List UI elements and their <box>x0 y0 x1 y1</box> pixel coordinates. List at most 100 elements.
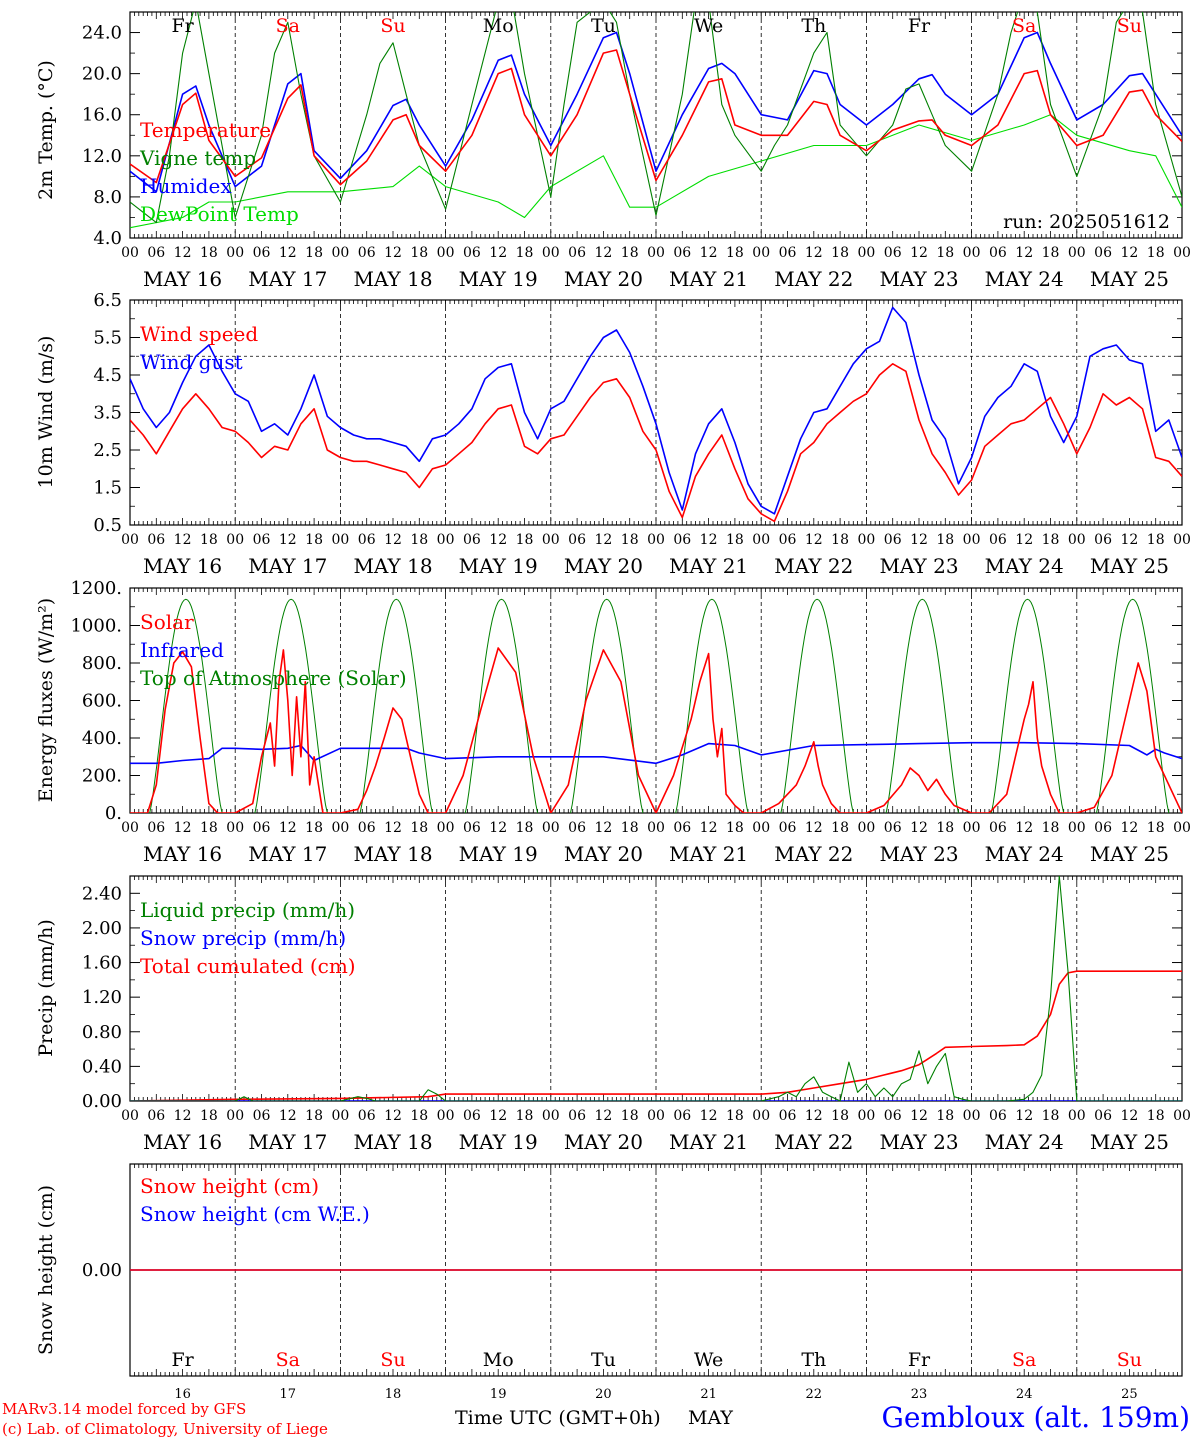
hour-label: 00 <box>1173 820 1191 836</box>
hour-label: 00 <box>647 532 665 548</box>
hour-label: 18 <box>200 1108 218 1124</box>
hour-label: 12 <box>489 1108 507 1124</box>
day-label: MAY 21 <box>669 554 748 578</box>
series-line-temperature <box>130 49 1182 186</box>
hour-ticks <box>129 12 1183 238</box>
hour-label: 00 <box>857 820 875 836</box>
series-group <box>130 306 1182 523</box>
series-line-top-of-atmosphere-solar- <box>1096 598 1170 813</box>
y-tick-label: 400. <box>82 728 122 749</box>
day-label: MAY 22 <box>774 1130 853 1154</box>
hour-label: 12 <box>174 820 192 836</box>
hour-label: 12 <box>384 1108 402 1124</box>
day-label: MAY 16 <box>143 267 222 291</box>
hour-label: 12 <box>279 532 297 548</box>
hour-label: 18 <box>831 820 849 836</box>
y-tick-label: 0.40 <box>82 1056 122 1077</box>
day-label: MAY 24 <box>985 842 1064 866</box>
day-label: MAY 24 <box>985 554 1064 578</box>
hour-label: 18 <box>1147 245 1165 261</box>
hour-label: 00 <box>226 245 244 261</box>
hour-label: 06 <box>568 1108 586 1124</box>
hour-label: 12 <box>384 820 402 836</box>
y-tick-label: 2.5 <box>93 440 122 461</box>
hour-label: 00 <box>542 245 560 261</box>
day-label: MAY 22 <box>774 842 853 866</box>
series-line-top-of-atmosphere-solar- <box>254 598 328 813</box>
hour-label: 06 <box>989 532 1007 548</box>
y-tick-label: 800. <box>82 653 122 674</box>
hour-label: 12 <box>1015 245 1033 261</box>
weekday-label: Sa <box>1012 15 1036 37</box>
series-line-top-of-atmosphere-solar- <box>780 598 854 813</box>
hour-label: 06 <box>463 820 481 836</box>
day-label: MAY 23 <box>879 267 958 291</box>
day-number-label: 24 <box>1016 1387 1033 1402</box>
series-line-top-of-atmosphere-solar- <box>359 598 433 813</box>
hour-label: 00 <box>647 820 665 836</box>
hour-label: 06 <box>884 532 902 548</box>
hour-label: 06 <box>147 1108 165 1124</box>
hour-label: 18 <box>726 820 744 836</box>
hour-label: 18 <box>1147 1108 1165 1124</box>
hour-label: 06 <box>463 532 481 548</box>
y-tick-label: 20.0 <box>82 64 122 85</box>
hour-ticks <box>129 588 1183 813</box>
day-label: MAY 25 <box>1090 267 1169 291</box>
day-label: MAY 25 <box>1090 554 1169 578</box>
hour-label: 12 <box>805 532 823 548</box>
day-label: MAY 21 <box>669 267 748 291</box>
hour-label: 12 <box>489 820 507 836</box>
hour-label: 18 <box>936 245 954 261</box>
day-label: MAY 19 <box>459 842 538 866</box>
hour-label: 06 <box>568 532 586 548</box>
hour-label: 06 <box>779 1108 797 1124</box>
weekday-label: Su <box>1117 15 1142 37</box>
day-number-label: 25 <box>1121 1387 1138 1402</box>
y-tick-label: 5.5 <box>93 328 122 349</box>
weekday-label: Su <box>380 1349 405 1371</box>
hour-label: 12 <box>1120 820 1138 836</box>
hour-label: 12 <box>700 820 718 836</box>
hour-label: 06 <box>779 820 797 836</box>
day-label: MAY 17 <box>248 842 327 866</box>
day-label: MAY 19 <box>459 1130 538 1154</box>
hour-label: 18 <box>831 532 849 548</box>
hour-label: 18 <box>1042 820 1060 836</box>
y-tick-label: 6.5 <box>93 290 122 311</box>
hour-label: 06 <box>463 245 481 261</box>
hour-label: 18 <box>621 245 639 261</box>
hour-label: 00 <box>226 532 244 548</box>
hour-label: 06 <box>673 1108 691 1124</box>
hour-label: 12 <box>910 1108 928 1124</box>
hour-label: 18 <box>726 1108 744 1124</box>
day-label: MAY 20 <box>564 267 643 291</box>
hour-label: 18 <box>410 532 428 548</box>
day-label: MAY 23 <box>879 554 958 578</box>
y-axis-label: Precip (mm/h) <box>35 919 57 1057</box>
hour-label: 06 <box>779 245 797 261</box>
hour-label: 18 <box>621 820 639 836</box>
hour-label: 00 <box>226 820 244 836</box>
hour-label: 00 <box>226 1108 244 1124</box>
hour-label: 06 <box>1094 532 1112 548</box>
y-axis-label: Energy fluxes (W/m²) <box>35 598 57 802</box>
hour-label: 06 <box>673 245 691 261</box>
weekday-label: Su <box>1117 1349 1142 1371</box>
day-label: MAY 19 <box>459 267 538 291</box>
hour-label: 00 <box>121 532 139 548</box>
day-label: MAY 21 <box>669 842 748 866</box>
y-tick-label: 600. <box>82 691 122 712</box>
legend-entry: Humidex <box>140 174 232 198</box>
y-tick-label: 4.5 <box>93 365 122 386</box>
hour-label: 00 <box>437 532 455 548</box>
hour-label: 06 <box>358 532 376 548</box>
series-line-top-of-atmosphere-solar- <box>464 598 539 813</box>
series-group <box>130 12 1182 229</box>
legend-entry: Liquid precip (mm/h) <box>140 898 355 922</box>
day-label: MAY 16 <box>143 842 222 866</box>
hour-label: 12 <box>1015 820 1033 836</box>
day-number-label: 18 <box>385 1387 402 1402</box>
hour-label: 06 <box>253 532 271 548</box>
